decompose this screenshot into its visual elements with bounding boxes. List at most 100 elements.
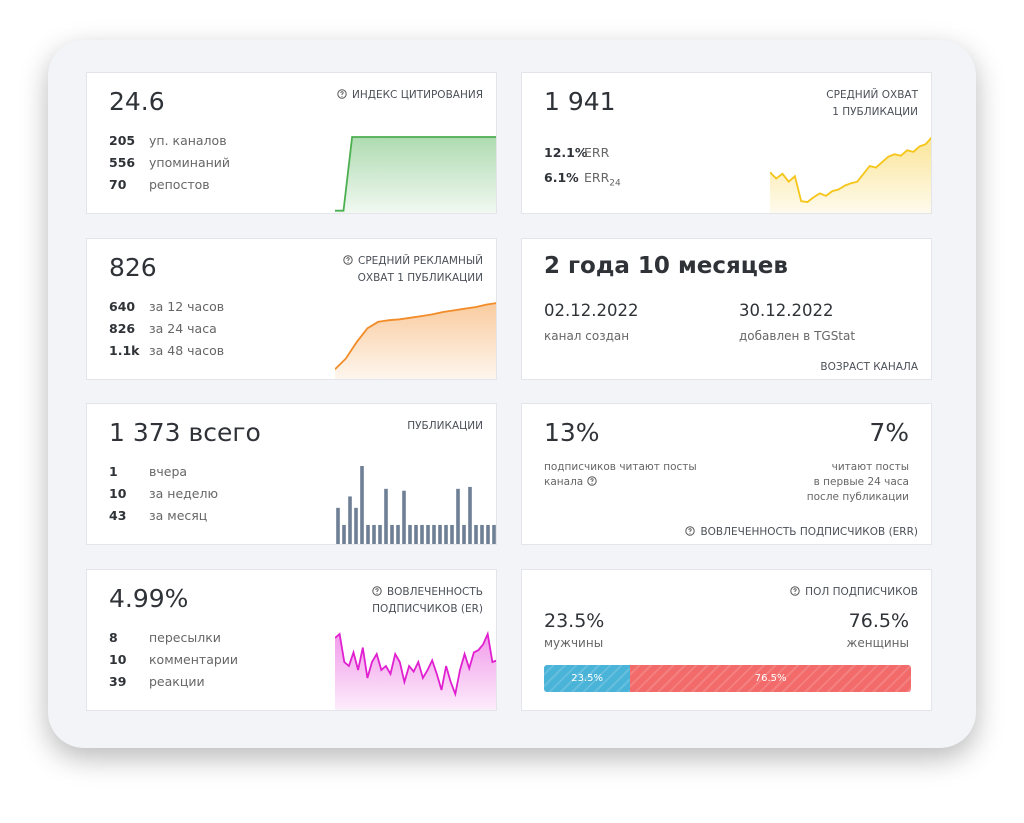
card-title: СРЕДНИЙ РЕКЛАМНЫЙ ОХВАТ 1 ПУБЛИКАЦИИ: [343, 253, 483, 287]
text-line: читают посты: [831, 461, 909, 473]
date-label: канал создан: [544, 329, 630, 343]
stat-row: 10 за неделю: [109, 486, 218, 501]
card-footer: ВОЗРАСТ КАНАЛА: [820, 361, 918, 373]
title-line: ИНДЕКС ЦИТИРОВАНИЯ: [337, 87, 483, 104]
stat-text: уп. каналов: [149, 133, 227, 148]
male-value: 23.5%: [544, 610, 605, 632]
stat-number: 1.1k: [109, 343, 140, 358]
icon-circle: [586, 476, 597, 486]
stat-row: 39 реакции: [109, 674, 205, 689]
text-line: подписчиков читают посты: [544, 460, 697, 475]
title-text: ВОВЛЕЧЕННОСТЬ: [386, 586, 483, 598]
info-icon: [372, 586, 382, 596]
stat-text: ERR24: [584, 170, 621, 189]
stat-number: 12.1%: [544, 145, 588, 160]
icon-circle: [790, 586, 800, 596]
card-footer: ВОВЛЕЧЕННОСТЬ ПОДПИСЧИКОВ (ERR): [685, 524, 918, 541]
bar: [336, 507, 340, 544]
icon-circle: [343, 255, 353, 265]
title-line: 1 ПУБЛИКАЦИИ: [826, 104, 918, 121]
bar: [438, 524, 442, 544]
icon-mark: [375, 588, 379, 592]
bar: [396, 524, 400, 544]
bar: [402, 490, 406, 544]
icon-circle: [337, 89, 347, 99]
sparkline-line: [335, 136, 496, 212]
icon-mark: [688, 528, 693, 532]
stat-row: 556 упоминаний: [109, 155, 230, 170]
stat-text: упоминаний: [149, 155, 231, 170]
info-icon: [685, 526, 696, 536]
stat-text: за 12 часов: [149, 299, 225, 314]
sparkline-area: [335, 303, 496, 379]
sparkline-area: [335, 137, 496, 213]
title-line: СРЕДНИЙ ОХВАТ: [826, 87, 918, 104]
bar: [414, 524, 418, 544]
stat-number: 205: [109, 133, 136, 148]
stat-text: за 24 часа: [149, 321, 217, 336]
text-line: в первые 24 часа: [813, 476, 909, 488]
bar: [462, 524, 466, 544]
title-text: ИНДЕКС ЦИТИРОВАНИЯ: [351, 89, 483, 101]
card-title: ВОВЛЕЧЕННОСТЬ ПОДПИСЧИКОВ (ER): [372, 584, 483, 618]
bar: [348, 496, 352, 544]
sparkline: [336, 466, 496, 544]
bar: [468, 486, 472, 544]
bar: [426, 524, 430, 544]
title-text: СРЕДНИЙ ОХВАТ: [826, 89, 918, 101]
bar: [342, 524, 346, 544]
sparkline-line: [335, 630, 496, 698]
icon-circle: [685, 526, 696, 536]
info-icon: [337, 89, 347, 99]
stat-row: 826 за 24 часа: [109, 321, 217, 336]
title-text: ПОЛ ПОДПИСЧИКОВ: [805, 586, 918, 598]
date: 30.12.2022: [739, 301, 834, 320]
stat-text: вчера: [149, 464, 188, 479]
stat-number: 6.1%: [544, 170, 579, 185]
card: 24.6 ИНДЕКС ЦИТИРОВАНИЯ 205 уп. каналов 556 у…: [86, 72, 497, 214]
card: 2 года 10 месяцев 02.12.2022 канал создан 3…: [521, 238, 932, 380]
stat-row: 205 уп. каналов: [109, 133, 227, 148]
card-title: ПУБЛИКАЦИИ: [407, 418, 483, 435]
err-right-text: читают посты в первые 24 часа после публик…: [807, 460, 909, 505]
title-line: ОХВАТ 1 ПУБЛИКАЦИИ: [343, 270, 483, 287]
bar-label: 76.5%: [754, 673, 787, 684]
card: 1 373 всего ПУБЛИКАЦИИ 1 вчера 10 за неделю 43…: [86, 403, 497, 545]
stat-row: 70 репостов: [109, 177, 210, 192]
metric-value: 4.99%: [109, 584, 189, 613]
title-text: ПОДПИСЧИКОВ (ER): [372, 603, 483, 615]
err-left-text: подписчиков читают посты канала: [544, 460, 697, 490]
gender-bar: 76.5%: [630, 665, 911, 692]
female-value: 76.5%: [848, 610, 909, 632]
stat-number: 556: [109, 155, 136, 170]
sparkline-area: [770, 138, 931, 213]
icon-dot: [347, 261, 349, 264]
icon-dot: [591, 482, 593, 485]
title-line: ПУБЛИКАЦИИ: [407, 418, 483, 435]
stat-row: 640 за 12 часов: [109, 299, 224, 314]
icon-mark: [346, 257, 350, 261]
icon-dot: [376, 592, 378, 595]
stat-number: 10: [109, 652, 127, 667]
stat-number: 640: [109, 299, 136, 314]
metric-value: 826: [109, 253, 157, 282]
icon-mark: [589, 478, 594, 482]
icon-mark: [793, 588, 797, 592]
stat-number: 1: [109, 464, 118, 479]
sparkline-area: [335, 634, 496, 710]
stat-row: 12.1%ERR: [544, 145, 609, 160]
err-right-value: 7%: [869, 418, 909, 447]
card-title: ИНДЕКС ЦИТИРОВАНИЯ: [337, 87, 483, 104]
info-icon: [790, 586, 800, 596]
bar: [420, 524, 424, 544]
bar: [360, 466, 364, 544]
stat-row: 6.1% ERR24: [544, 170, 621, 189]
bar: [456, 488, 460, 544]
bar: [432, 524, 436, 544]
sparkline: [335, 630, 496, 710]
icon-circle: [372, 586, 382, 596]
title-line: ВОВЛЕЧЕННОСТЬ: [372, 584, 483, 601]
stat-text: репостов: [149, 177, 210, 192]
bar: [366, 524, 370, 544]
